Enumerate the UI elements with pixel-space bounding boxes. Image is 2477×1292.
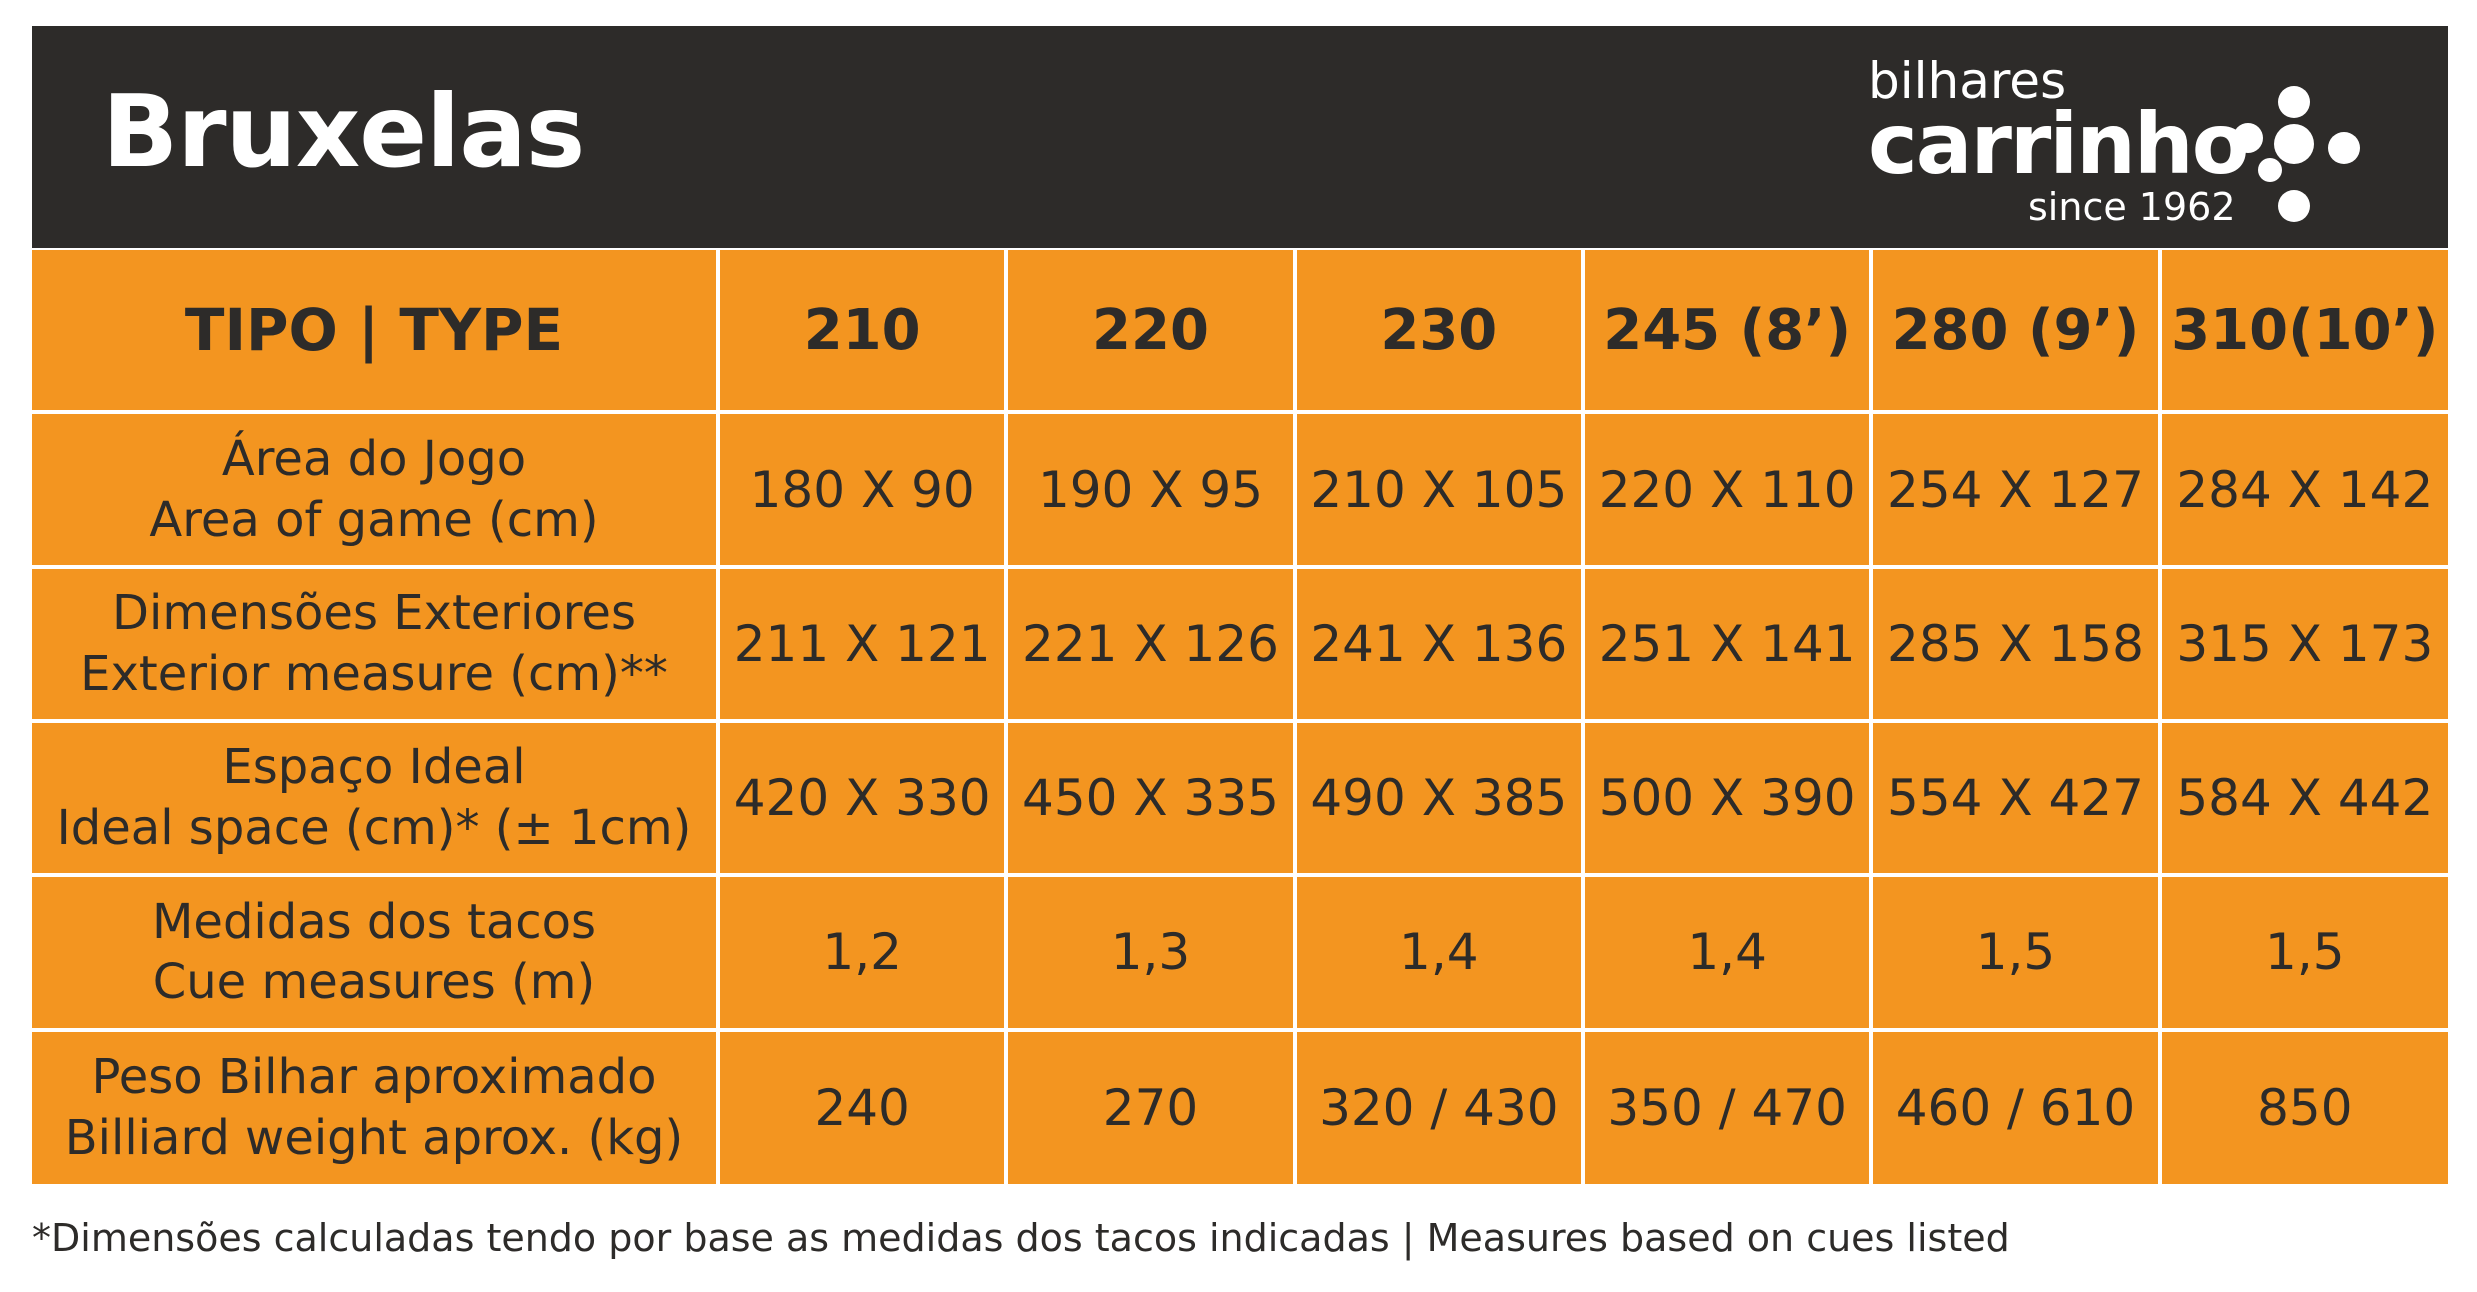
- page-title: Bruxelas: [102, 73, 585, 190]
- table-row: Área do Jogo Area of game (cm) 180 X 90 …: [32, 410, 2448, 569]
- table-cell: 270: [1004, 1027, 1297, 1184]
- column-header: 220: [1004, 250, 1297, 415]
- row-label-pt: Medidas dos tacos: [152, 893, 596, 950]
- table-cell: 320 / 430: [1292, 1027, 1585, 1184]
- row-label-en: Exterior measure (cm)**: [80, 645, 668, 702]
- table-cell: 190 X 95: [1004, 410, 1297, 569]
- row-label: Medidas dos tacos Cue measures (m): [32, 873, 720, 1032]
- type-header: TIPO | TYPE: [32, 250, 720, 415]
- table-cell: 1,3: [1004, 873, 1297, 1032]
- table-cell: 284 X 142: [2157, 410, 2448, 569]
- row-label: Área do Jogo Area of game (cm): [32, 410, 720, 569]
- brand-logo: bilhares carrinho since 1962: [1868, 56, 2388, 226]
- table-cell: 1,5: [1869, 873, 2162, 1032]
- table-row: Espaço Ideal Ideal space (cm)* (± 1cm) 4…: [32, 718, 2448, 878]
- table-cell: 1,4: [1292, 873, 1585, 1032]
- column-header: 245 (8’): [1580, 250, 1874, 415]
- table-header-row: TIPO | TYPE 210 220 230 245 (8’) 280 (9’…: [32, 250, 2448, 415]
- column-header: 230: [1292, 250, 1585, 415]
- table-cell: 460 / 610: [1869, 1027, 2162, 1184]
- row-label-pt: Espaço Ideal: [222, 739, 526, 796]
- table-cell: 490 X 385: [1292, 718, 1585, 878]
- table-cell: 850: [2157, 1027, 2448, 1184]
- table-cell: 251 X 141: [1580, 564, 1874, 724]
- table-row: Peso Bilhar aproximado Billiard weight a…: [32, 1027, 2448, 1184]
- row-label-en: Cue measures (m): [152, 954, 596, 1011]
- row-label: Espaço Ideal Ideal space (cm)* (± 1cm): [32, 718, 720, 878]
- logo-text-main: carrinho: [1868, 95, 2249, 193]
- specs-table: TIPO | TYPE 210 220 230 245 (8’) 280 (9’…: [32, 250, 2448, 1184]
- logo-balls-icon: [2233, 86, 2360, 222]
- table-cell: 1,4: [1580, 873, 1874, 1032]
- table-cell: 450 X 335: [1004, 718, 1297, 878]
- table-cell: 221 X 126: [1004, 564, 1297, 724]
- table-row: Medidas dos tacos Cue measures (m) 1,2 1…: [32, 873, 2448, 1032]
- table-cell: 240: [715, 1027, 1009, 1184]
- row-label-pt: Peso Bilhar aproximado: [91, 1048, 657, 1105]
- table-row: Dimensões Exteriores Exterior measure (c…: [32, 564, 2448, 724]
- logo-text-since: since 1962: [2028, 185, 2236, 229]
- row-label-en: Billiard weight aprox. (kg): [64, 1109, 684, 1166]
- table-cell: 420 X 330: [715, 718, 1009, 878]
- table-cell: 241 X 136: [1292, 564, 1585, 724]
- column-header: 210: [715, 250, 1009, 415]
- table-cell: 554 X 427: [1869, 718, 2162, 878]
- footnote: *Dimensões calculadas tendo por base as …: [32, 1216, 2010, 1260]
- table-cell: 1,2: [715, 873, 1009, 1032]
- table-cell: 350 / 470: [1580, 1027, 1874, 1184]
- table-cell: 584 X 442: [2157, 718, 2448, 878]
- table-cell: 285 X 158: [1869, 564, 2162, 724]
- table-cell: 211 X 121: [715, 564, 1009, 724]
- table-cell: 220 X 110: [1580, 410, 1874, 569]
- table-cell: 315 X 173: [2157, 564, 2448, 724]
- header-bar: Bruxelas bilhares carrinho since 1962: [32, 26, 2448, 248]
- row-label-en: Ideal space (cm)* (± 1cm): [56, 800, 692, 857]
- row-label-pt: Área do Jogo: [221, 430, 527, 487]
- column-header: 280 (9’): [1869, 250, 2162, 415]
- table-cell: 500 X 390: [1580, 718, 1874, 878]
- table-cell: 254 X 127: [1869, 410, 2162, 569]
- row-label: Dimensões Exteriores Exterior measure (c…: [32, 564, 720, 724]
- table-cell: 1,5: [2157, 873, 2448, 1032]
- table-cell: 180 X 90: [715, 410, 1009, 569]
- table-cell: 210 X 105: [1292, 410, 1585, 569]
- row-label-pt: Dimensões Exteriores: [112, 584, 636, 641]
- row-label: Peso Bilhar aproximado Billiard weight a…: [32, 1027, 720, 1184]
- logo-text-top: bilhares: [1868, 52, 2067, 110]
- column-header: 310(10’): [2157, 250, 2448, 415]
- row-label-en: Area of game (cm): [149, 491, 599, 548]
